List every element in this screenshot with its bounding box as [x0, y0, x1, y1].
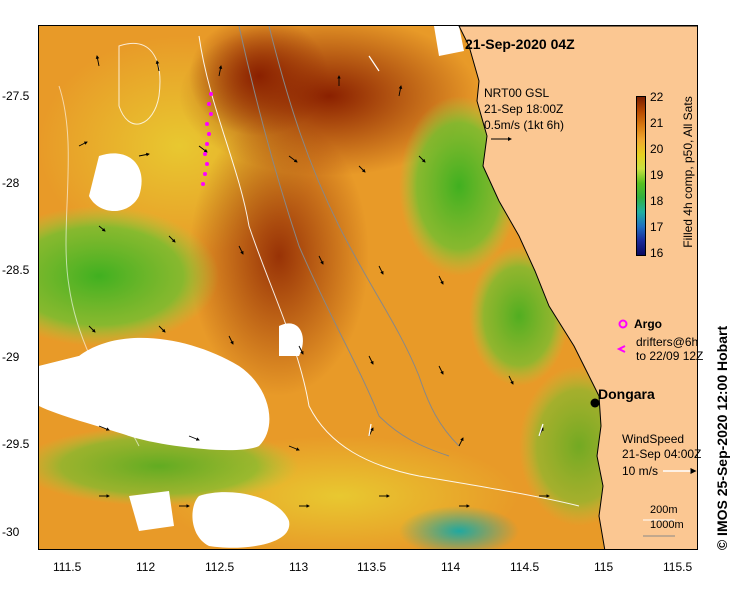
lon-tick-label: 114: [441, 560, 461, 574]
hot-core-central: [189, 116, 369, 396]
drifters-legend-line2: to 22/09 12Z: [636, 349, 704, 363]
lat-tick-label: -27.5: [2, 89, 30, 103]
drifter-legend-symbol: [616, 345, 626, 353]
currents-product-label: NRT00 GSL: [484, 86, 550, 100]
lon-tick-label: 114.5: [510, 560, 540, 574]
wind-scale-label: 10 m/s: [622, 464, 659, 478]
drifters-legend-line1: drifters@6h: [636, 335, 699, 349]
currents-scale-label: 0.5m/s (1kt 6h): [484, 118, 565, 132]
argo-legend-label: Argo: [634, 317, 662, 331]
temperature-colorbar: [636, 96, 646, 256]
colorbar-label: Filled 4h comp, p50, All Sats: [681, 96, 695, 248]
colorbar-tick: 21: [650, 116, 664, 130]
colorbar-tick: 22: [650, 90, 664, 104]
colorbar-tick: 16: [650, 246, 664, 260]
colorbar-tick: 17: [650, 220, 664, 234]
colorbar-tick: 18: [650, 194, 664, 208]
isobath-label-1000m: 1000m: [650, 519, 684, 531]
cool-teal-south: [399, 506, 519, 549]
colorbar-label-box: Filled 4h comp, p50, All Sats: [676, 95, 695, 260]
sst-map[interactable]: [38, 25, 698, 550]
colorbar-tick: 19: [650, 168, 664, 182]
argo-legend-symbol: [618, 319, 628, 329]
isobaths: [58, 26, 580, 507]
lon-tick-label: 115.5: [663, 560, 693, 574]
lat-tick-label: -28: [2, 176, 20, 190]
lon-tick-label: 115: [594, 560, 614, 574]
currents-time-label: 21-Sep 18:00Z: [484, 102, 564, 116]
wind-legend-label: WindSpeed: [622, 432, 685, 446]
lon-tick-label: 113.5: [357, 560, 387, 574]
isobath-label-200m: 200m: [650, 504, 678, 516]
place-label-dongara: Dongara: [598, 386, 655, 402]
current-vectors: [78, 55, 550, 508]
hot-core-west: [189, 26, 329, 136]
colorbar-ticks: 22 21 20 19 18 17 16: [650, 90, 674, 265]
lat-tick-label: -29: [2, 350, 20, 364]
credit-box: © IMOS 25-Sep-2020 12:00 Hobart: [712, 310, 732, 560]
sst-map-canvas: [39, 26, 697, 549]
argo-drifter-track: [201, 92, 213, 186]
lon-tick-label: 113: [289, 560, 309, 574]
lon-tick-label: 111.5: [53, 560, 82, 574]
lon-tick-label: 112: [136, 560, 156, 574]
wind-vectors: [368, 55, 544, 437]
map-title: 21-Sep-2020 04Z: [465, 36, 575, 52]
lat-tick-label: -30: [2, 525, 20, 539]
colorbar-tick: 20: [650, 142, 664, 156]
lon-tick-label: 112.5: [205, 560, 235, 574]
lat-tick-label: -28.5: [2, 263, 30, 277]
cloud-gaps: [39, 26, 464, 548]
dongara-marker: [590, 398, 600, 408]
credit-label: © IMOS 25-Sep-2020 12:00 Hobart: [714, 325, 730, 551]
wind-legend-time: 21-Sep 04:00Z: [622, 447, 702, 461]
lat-tick-label: -29.5: [2, 437, 30, 451]
